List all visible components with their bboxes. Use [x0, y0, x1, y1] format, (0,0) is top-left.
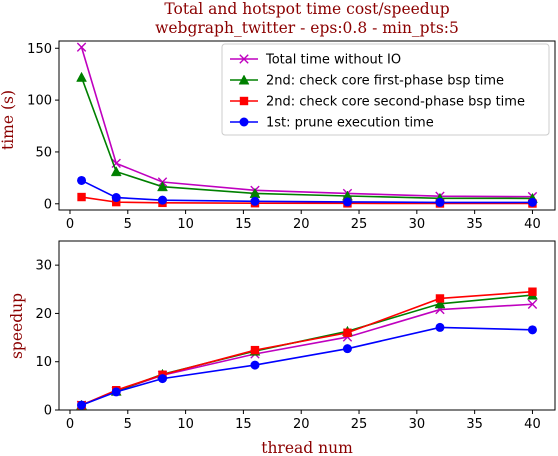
x-tick-label: 0 — [66, 417, 74, 432]
data-point — [76, 42, 87, 52]
data-point — [527, 197, 537, 207]
data-point — [157, 374, 167, 384]
legend-marker — [239, 96, 249, 106]
legend-label: 2nd: check core first-phase bsp time — [266, 74, 504, 89]
x-tick-label: 30 — [409, 417, 426, 432]
x-tick-label: 20 — [293, 217, 310, 232]
data-point — [435, 322, 445, 332]
chart-title: Total and hotspot time cost/speedup — [164, 0, 449, 18]
y-tick-label: 50 — [35, 145, 52, 160]
data-point — [111, 193, 121, 203]
y-tick-label: 20 — [35, 307, 52, 322]
x-tick-label: 25 — [351, 417, 368, 432]
y-tick-label: 10 — [35, 355, 52, 370]
data-point — [157, 181, 168, 192]
y-tick-label: 30 — [35, 259, 52, 274]
data-point — [343, 328, 352, 337]
x-tick-label: 40 — [524, 417, 541, 432]
legend-box — [221, 43, 550, 136]
data-point — [111, 387, 121, 397]
data-point — [77, 175, 87, 185]
data-point — [77, 192, 86, 202]
data-point — [528, 287, 537, 296]
x-tick-label: 10 — [177, 217, 194, 232]
data-point — [342, 197, 352, 207]
x-tick-label: 40 — [524, 217, 541, 232]
x-tick-label: 0 — [66, 217, 74, 232]
legend-label: 2nd: check core second-phase bsp time — [266, 95, 525, 110]
x-tick-label: 5 — [124, 217, 132, 232]
x-tick-label: 25 — [351, 217, 368, 232]
data-point — [527, 299, 538, 309]
data-point — [435, 197, 445, 207]
data-point — [77, 400, 87, 410]
data-point — [435, 294, 445, 303]
y-tick-label: 0 — [44, 404, 52, 419]
series-circle — [77, 175, 537, 207]
data-point — [157, 195, 167, 205]
legend-marker — [239, 54, 249, 64]
x-tick-label: 15 — [235, 217, 252, 232]
bottom-plot: 0 5 10 15 20 25 30 35 40 0 10 20 30 — [35, 240, 556, 432]
y-tick-label: 150 — [27, 42, 52, 57]
x-tick-label: 30 — [409, 217, 426, 232]
legend-marker — [238, 74, 250, 85]
data-point — [434, 298, 446, 309]
data-point — [250, 345, 260, 355]
x-tick-label: 10 — [177, 417, 194, 432]
data-point — [527, 325, 537, 335]
data-point — [112, 197, 121, 207]
legend-marker — [239, 117, 249, 127]
data-point — [342, 344, 352, 354]
data-point — [76, 71, 87, 82]
top-ylabel: time (s) — [0, 90, 17, 150]
x-tick-label: 15 — [235, 417, 252, 432]
top-plot: 0 5 10 15 20 25 30 35 40 0 50 100 150 Total time with… — [27, 40, 556, 232]
y-tick-label: 0 — [44, 197, 52, 212]
x-tick-label: 35 — [466, 217, 483, 232]
chart-subtitle: webgraph_twitter - eps:0.8 - min_pts:5 — [155, 19, 459, 37]
x-tick-label: 20 — [293, 417, 310, 432]
legend-label: Total time without IO — [265, 53, 401, 68]
legend: Total time without IO 2nd: check core fir… — [221, 43, 550, 136]
y-tick-label: 100 — [27, 94, 52, 109]
x-tick-label: 35 — [466, 417, 483, 432]
data-point — [250, 196, 260, 206]
series-circle — [77, 322, 537, 410]
bottom-ylabel: speedup — [8, 293, 26, 359]
legend-label: 1st: prune execution time — [266, 116, 434, 131]
x-tick-label: 5 — [124, 417, 132, 432]
bottom-xlabel: thread num — [261, 439, 353, 456]
data-point — [110, 166, 122, 177]
data-point — [250, 360, 260, 370]
